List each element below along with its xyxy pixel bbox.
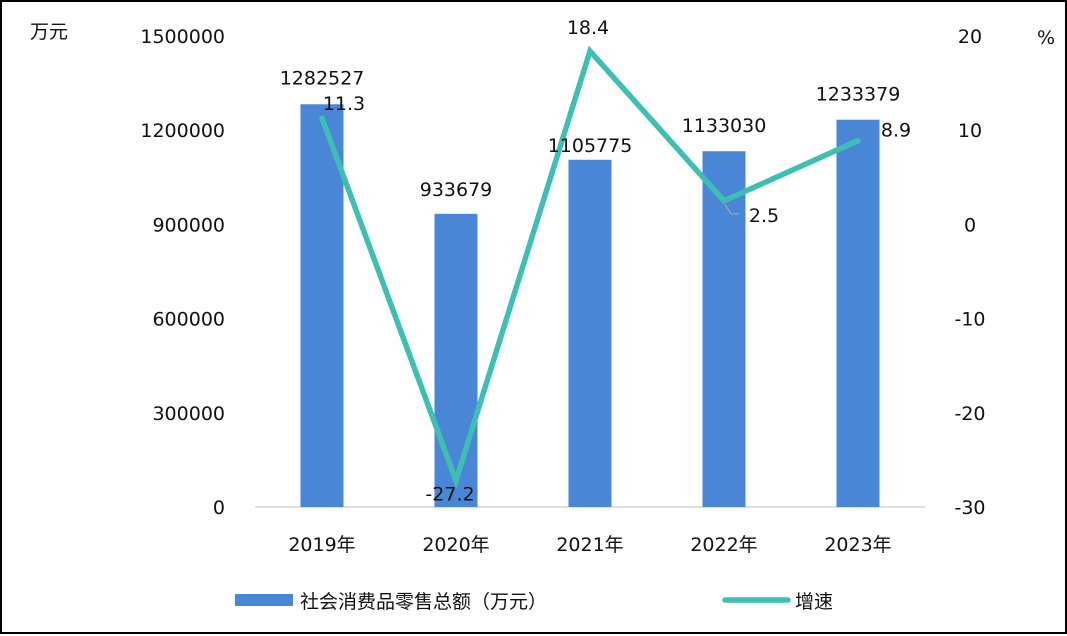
line-data-label: -27.2 [425,484,474,506]
leader-line [724,204,739,215]
line-data-label: 18.4 [567,17,609,39]
bar-retail-sales [702,151,746,507]
x-tick-label: 2020年 [422,534,489,556]
bar-retail-sales [300,104,344,507]
legend-swatch-bar [235,594,293,606]
y-left-tick-label: 900000 [152,214,225,236]
y-right-tick-label: 10 [958,120,982,142]
bar-data-label: 933679 [420,179,493,201]
y-left-tick-label: 600000 [152,309,225,331]
y-right-unit: % [1037,27,1055,49]
x-tick-label: 2022年 [690,534,757,556]
legend-label-bar: 社会消费品零售总额（万元） [300,591,547,613]
x-tick-label: 2019年 [288,534,355,556]
line-growth-rate [319,45,861,490]
x-tick-label: 2023年 [824,534,891,556]
line-data-label: 11.3 [323,93,365,115]
y-left-unit: 万元 [30,21,68,43]
legend-label-line: 增速 [795,591,833,613]
bar-retail-sales [434,213,478,507]
line-data-label: 8.9 [881,120,911,142]
y-right-tick-label: -20 [954,403,985,425]
y-left-tick-label: 1500000 [140,26,225,48]
bar-data-label: 1133030 [682,115,767,137]
y-right-tick-label: 0 [964,214,976,236]
bar-retail-sales [836,119,880,507]
bar-data-label: 1105775 [548,135,633,157]
line-data-label: 2.5 [749,205,779,227]
bar-retail-sales [568,159,612,507]
y-right-tick-label: -10 [954,309,985,331]
x-tick-label: 2021年 [556,534,623,556]
y-left-tick-label: 1200000 [140,120,225,142]
y-left-tick-label: 300000 [152,403,225,425]
bar-data-label: 1282527 [280,67,365,89]
y-right-tick-label: -30 [954,497,985,519]
bar-data-label: 1233379 [816,84,901,106]
y-right-tick-label: 20 [958,26,982,48]
y-left-tick-label: 0 [213,497,225,519]
